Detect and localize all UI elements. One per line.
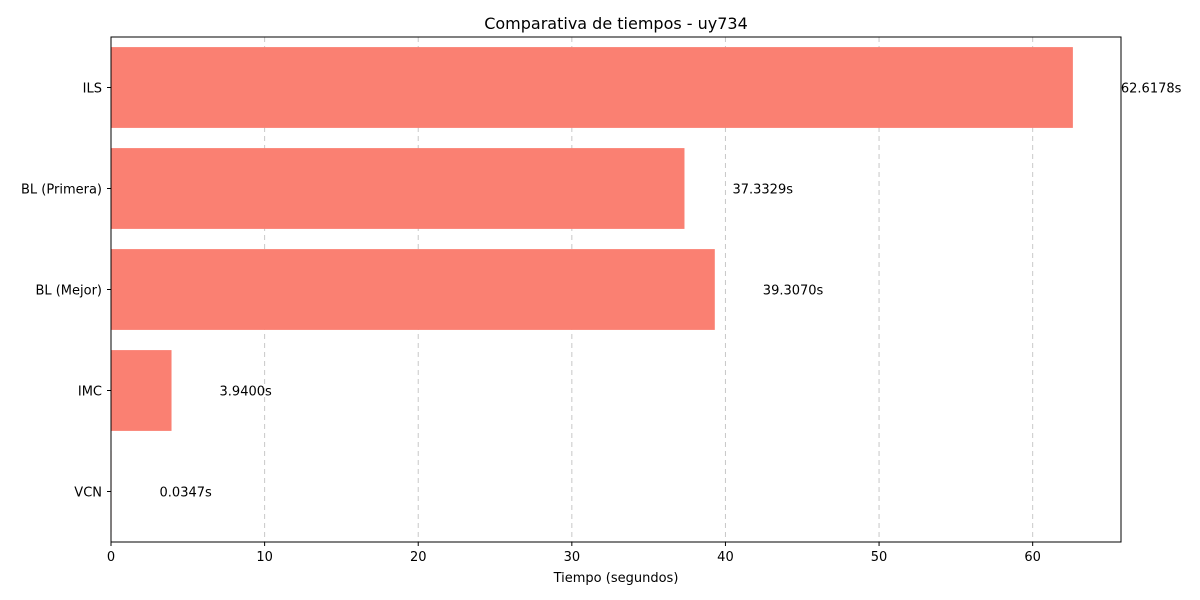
- y-tick-label: BL (Primera): [21, 183, 102, 198]
- x-tick-label: 60: [1024, 550, 1041, 565]
- x-tick-label: 10: [256, 550, 273, 565]
- x-tick-label: 20: [410, 550, 427, 565]
- value-label: 0.0347s: [160, 486, 212, 501]
- chart-title: Comparativa de tiempos - uy734: [484, 14, 748, 33]
- y-tick-label: ILS: [83, 82, 102, 97]
- bar-ils: [111, 47, 1073, 128]
- x-tick-label: 0: [107, 550, 115, 565]
- x-tick-label: 30: [564, 550, 581, 565]
- value-label: 62.6178s: [1121, 82, 1182, 97]
- value-label: 39.3070s: [763, 284, 824, 299]
- bar-imc: [111, 350, 172, 431]
- y-axis-ticks: ILS BL (Primera) BL (Mejor) IMC VCN: [21, 82, 111, 501]
- bars: [111, 47, 1073, 532]
- value-label: 3.9400s: [220, 385, 272, 400]
- y-tick-label: VCN: [74, 486, 102, 501]
- y-tick-label: BL (Mejor): [35, 284, 102, 299]
- bar-bl-primera: [111, 148, 685, 229]
- x-tick-label: 40: [717, 550, 734, 565]
- x-tick-label: 50: [871, 550, 888, 565]
- bar-bl-mejor: [111, 249, 715, 330]
- x-axis-ticks: 0 10 20 30 40 50 60: [107, 542, 1041, 565]
- data-labels: 62.6178s 37.3329s 39.3070s 3.9400s 0.0347s: [160, 82, 1182, 501]
- y-tick-label: IMC: [78, 385, 102, 400]
- value-label: 37.3329s: [732, 183, 793, 198]
- x-axis-label: Tiempo (segundos): [553, 571, 679, 586]
